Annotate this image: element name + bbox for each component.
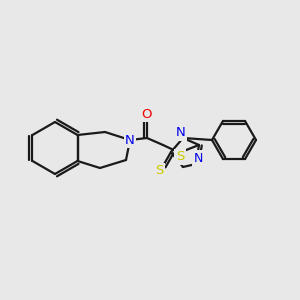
Text: N: N: [176, 127, 186, 140]
Text: O: O: [142, 107, 152, 121]
Text: S: S: [176, 151, 184, 164]
Text: S: S: [155, 164, 163, 178]
Text: N: N: [125, 134, 135, 146]
Text: N: N: [193, 152, 203, 164]
